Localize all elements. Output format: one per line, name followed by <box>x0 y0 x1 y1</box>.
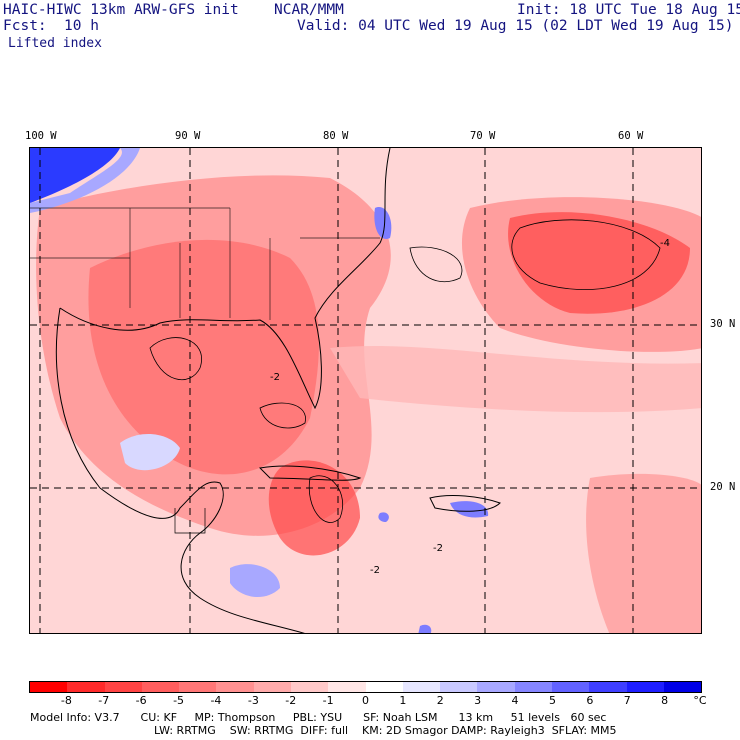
color-swatch <box>365 682 403 692</box>
color-swatch <box>514 682 552 692</box>
forecast-label: Fcst: <box>3 18 47 34</box>
gulf-core <box>88 239 319 475</box>
southeast-region <box>586 473 701 633</box>
color-scale-label: 1 <box>399 694 407 707</box>
stable-northwest-patch <box>30 148 120 203</box>
color-scale-label: -3 <box>247 694 259 707</box>
lon-label-100w: 100 W <box>25 130 57 142</box>
stable-central-america-patch <box>230 564 280 598</box>
color-swatch <box>216 682 254 692</box>
model-info-line-2: LW: RRTMG SW: RRTMG DIFF: full KM: 2D Sm… <box>154 724 617 737</box>
color-scale-label: 4 <box>511 694 519 707</box>
color-swatch <box>290 682 329 692</box>
color-swatch <box>141 682 180 692</box>
color-scale-label: 5 <box>548 694 556 707</box>
init-time: Init: 18 UTC Tue 18 Aug 15 <box>517 2 740 18</box>
model-title: HAIC-HIWC 13km ARW-GFS init <box>3 2 239 18</box>
subtropical-band <box>330 345 701 413</box>
color-swatch <box>440 682 478 692</box>
field-name: Lifted index <box>8 36 102 51</box>
contour-label: -2 <box>270 372 280 383</box>
lon-label-70w: 70 W <box>470 130 496 142</box>
contour-lines <box>149 219 661 523</box>
stable-northwest-fringe <box>30 148 140 213</box>
color-swatch <box>663 682 702 692</box>
organization: NCAR/MMM <box>274 2 344 18</box>
color-scale-label: °C <box>693 694 707 707</box>
color-scale-label: 0 <box>362 694 369 707</box>
color-scale-label: -2 <box>285 694 297 707</box>
stable-mexico-patch <box>120 433 180 471</box>
color-swatch <box>179 682 217 692</box>
color-swatch <box>67 682 105 692</box>
model-info-line-1: Model Info: V3.7 CU: KF MP: Thompson PBL… <box>30 711 607 724</box>
lat-label-30n: 30 N <box>710 318 736 330</box>
mexico-central-america-coastline <box>55 307 305 633</box>
color-scale-label: -4 <box>210 694 222 707</box>
color-scale-label: 8 <box>661 694 669 707</box>
hispaniola-outline <box>429 495 501 512</box>
us-gulf-atlantic-coastline <box>59 148 391 410</box>
state-borders <box>30 207 380 320</box>
contour-label: -4 <box>660 238 670 249</box>
color-scale-label: -5 <box>173 694 185 707</box>
lon-label-90w: 90 W <box>175 130 201 142</box>
color-scale-label: 6 <box>586 694 594 707</box>
color-scale-label: 7 <box>623 694 631 707</box>
forecast-hour: 10 h <box>64 18 99 34</box>
color-swatch <box>626 682 664 692</box>
caribbean-core <box>268 460 360 556</box>
stable-hispaniola-patch <box>450 501 489 518</box>
color-swatch <box>30 682 68 692</box>
valid-time: Valid: 04 UTC Wed 19 Aug 15 (02 LDT Wed … <box>297 18 734 34</box>
graticule <box>30 148 701 633</box>
color-swatch <box>328 682 366 692</box>
cuba-outline <box>258 465 362 481</box>
lon-label-60w: 60 W <box>618 130 644 142</box>
color-scale-label: 3 <box>474 694 482 707</box>
contour-label: -2 <box>433 543 443 554</box>
map-canvas: -2 -2 -2 -4 <box>30 148 701 633</box>
color-scale-label: -7 <box>98 694 110 707</box>
contour-label: -2 <box>370 565 380 576</box>
stable-jamaica-patch <box>378 512 389 522</box>
color-scale-label: 2 <box>436 694 444 707</box>
atlantic-core <box>508 212 690 314</box>
color-scale-label: -6 <box>135 694 147 707</box>
color-scale-label: -8 <box>60 694 72 707</box>
color-swatch <box>104 682 142 692</box>
stable-south-patch <box>418 624 432 633</box>
color-swatch <box>589 682 627 692</box>
color-scale-label: -1 <box>322 694 334 707</box>
lat-label-20n: 20 N <box>710 481 736 493</box>
color-swatch <box>253 682 291 692</box>
lon-label-80w: 80 W <box>323 130 349 142</box>
color-swatch <box>551 682 590 692</box>
lifted-index-map: -2 -2 -2 -4 <box>29 147 702 634</box>
color-swatch <box>402 682 441 692</box>
color-scale-bar <box>29 681 702 693</box>
color-swatch <box>477 682 515 692</box>
stable-chesapeake-patch <box>374 207 392 239</box>
